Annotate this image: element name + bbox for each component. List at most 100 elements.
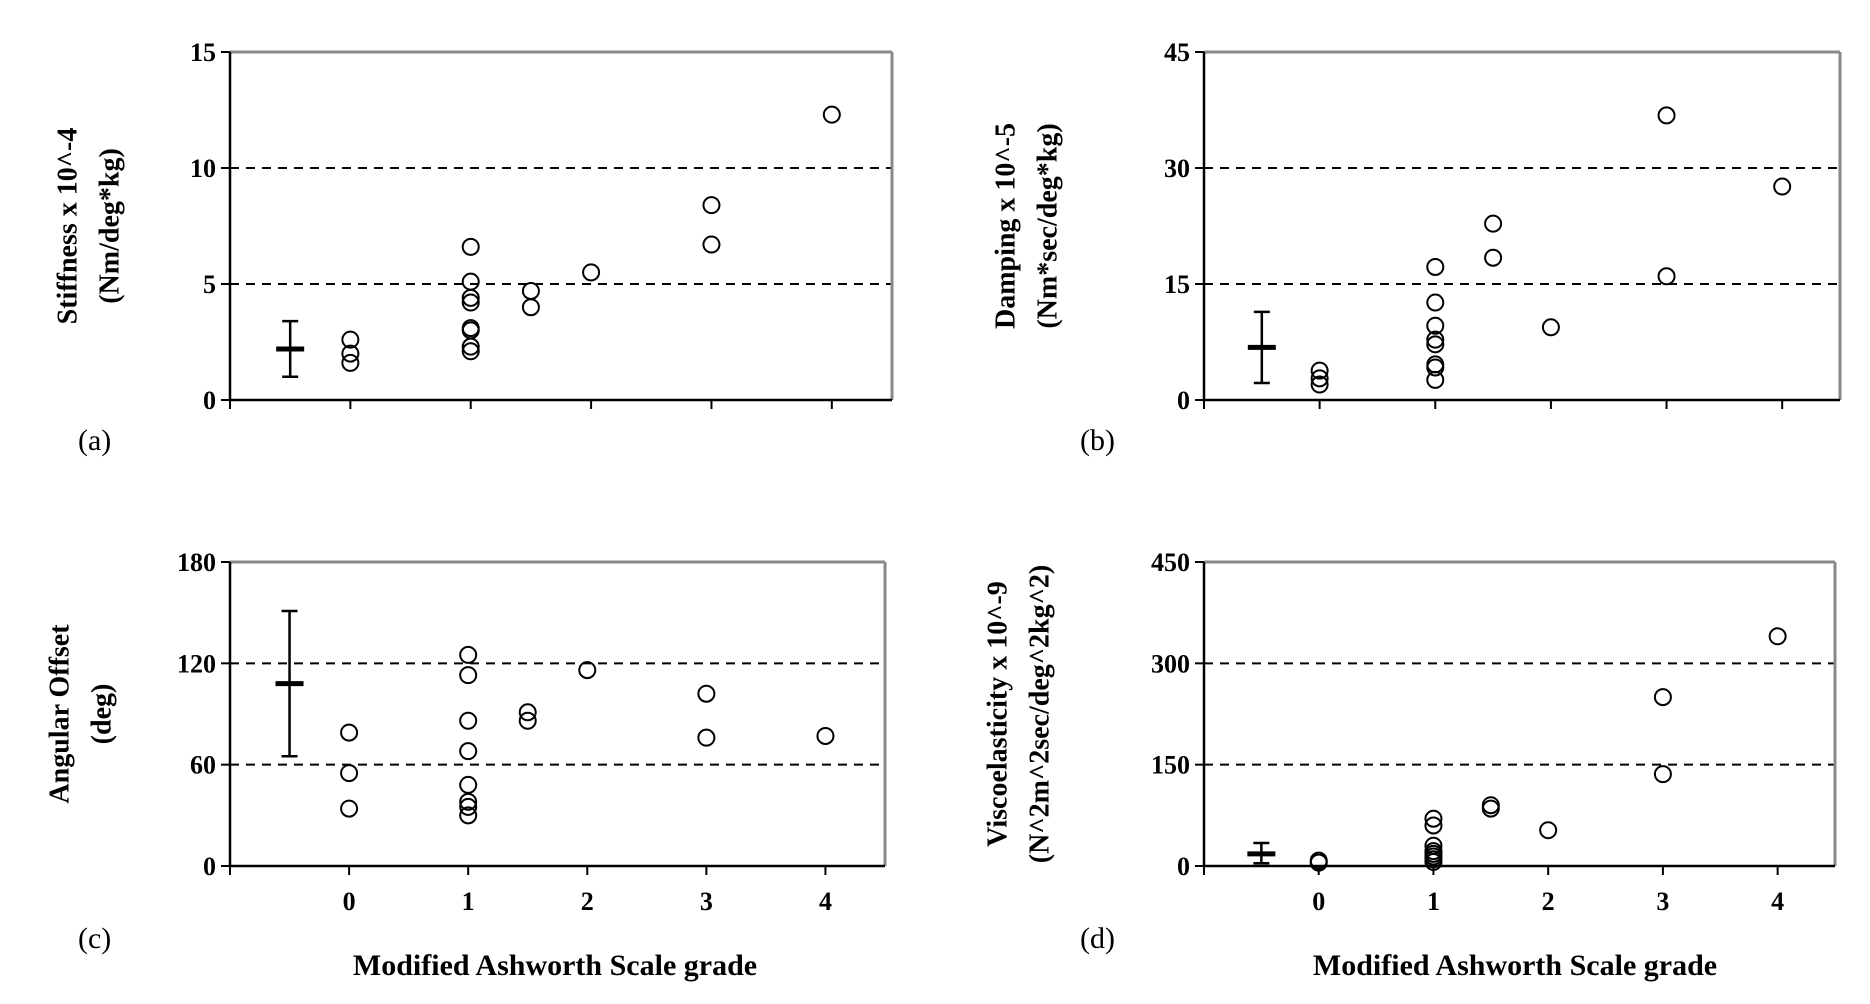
y-tick-label: 0 [1177,386,1190,415]
y-tick-label: 5 [203,270,216,299]
data-point [521,281,540,300]
data-point [461,237,480,256]
data-point [459,806,478,825]
data-point [518,711,537,730]
data-point [1424,852,1443,871]
data-point [1653,688,1672,707]
x-tick-label: 3 [700,887,713,916]
y-tick-label: 120 [177,649,216,678]
data-point [1481,799,1500,818]
y-axis-title-line-2: (Nm*sec/deg*kg) [1032,123,1063,328]
data-point [341,330,360,349]
panel-label: (a) [78,424,111,457]
data-point [702,196,721,215]
data-point [1768,627,1787,646]
y-axis-title-line-2: (deg) [86,684,117,745]
data-point [1657,267,1676,286]
data-point [340,764,359,783]
data-point [518,703,537,722]
data-point [461,288,480,307]
data-point [1310,369,1329,388]
data-point [1539,821,1558,840]
panel-d: 0 150 300 450 0 1 2 3 4 Viscoelasticity x 10^-9 (N… [982,548,1837,955]
data-point [1310,361,1329,380]
y-tick-label: 15 [1164,270,1190,299]
data-point [459,645,478,664]
data-point [341,344,360,363]
panel-label: (d) [1080,922,1115,955]
y-axis-title-line-1: Viscoelasticity x 10^-9 [982,581,1013,847]
y-tick-label: 150 [1151,751,1190,780]
data-point [1426,335,1445,354]
data-point [697,684,716,703]
data-point [816,726,835,745]
x-axis-title-left: Modified Ashworth Scale grade [353,949,757,982]
data-point [1426,293,1445,312]
panel-a: 0 5 10 15 Stiffness x 10^-4 (Nm/deg*kg) (a) [52,38,894,457]
data-point [697,728,716,747]
x-tick-label: 4 [1771,887,1784,916]
x-tick-label: 4 [819,887,832,916]
x-tick-label: 0 [1312,887,1325,916]
data-point [1310,375,1329,394]
y-tick-label: 180 [177,548,216,577]
data-point [822,105,841,124]
data-point [582,263,601,282]
y-tick-label: 450 [1151,548,1190,577]
data-point [459,711,478,730]
data-point [461,342,480,361]
y-axis-title-line-1: Stiffness x 10^-4 [52,128,83,325]
y-tick-label: 15 [190,38,216,67]
data-point [702,235,721,254]
y-tick-label: 0 [1177,852,1190,881]
data-point [461,337,480,356]
data-point [1424,816,1443,835]
data-point [1426,316,1445,335]
y-axis-title-line-1: Angular Offset [44,624,75,804]
y-axis-title-line-2: (Nm/deg*kg) [94,148,125,304]
x-axis-title-right: Modified Ashworth Scale grade [1313,949,1717,982]
x-tick-label: 0 [343,887,356,916]
data-point [1484,248,1503,267]
data-point [1426,370,1445,389]
data-point [340,799,359,818]
data-point [1309,853,1328,872]
y-tick-label: 30 [1164,154,1190,183]
data-point [459,792,478,811]
data-point [578,661,597,680]
data-point [461,272,480,291]
panel-label: (b) [1080,424,1115,457]
x-tick-label: 2 [1542,887,1555,916]
data-point [1773,177,1792,196]
x-tick-label: 1 [462,887,475,916]
data-point [459,666,478,685]
data-point [1426,257,1445,276]
y-tick-label: 300 [1151,649,1190,678]
y-tick-label: 45 [1164,38,1190,67]
data-point [1541,318,1560,337]
data-point [459,775,478,794]
panel-label: (c) [78,922,111,955]
data-point [1424,809,1443,828]
data-point [340,723,359,742]
data-point [521,298,540,317]
panel-b: 0 15 30 45 Damping x 10^-5 (Nm*sec/deg*kg) (b) [990,38,1842,457]
y-tick-label: 60 [190,751,216,780]
x-tick-label: 3 [1656,887,1669,916]
y-axis-title-line-1: Damping x 10^-5 [990,123,1021,329]
data-point [341,353,360,372]
data-point [461,293,480,312]
data-point [1657,106,1676,125]
y-tick-label: 0 [203,852,216,881]
panel-c: 0 60 120 180 0 1 2 3 4 Angular Offset (deg) (c) [44,548,887,955]
y-tick-label: 0 [203,386,216,415]
data-point [1426,358,1445,377]
data-point [1484,214,1503,233]
data-point [1426,330,1445,349]
x-tick-label: 1 [1427,887,1440,916]
data-point [459,742,478,761]
data-point [1653,765,1672,784]
y-axis-title-line-2: (N^2m^2sec/deg^2kg^2) [1024,565,1055,863]
y-tick-label: 10 [190,154,216,183]
